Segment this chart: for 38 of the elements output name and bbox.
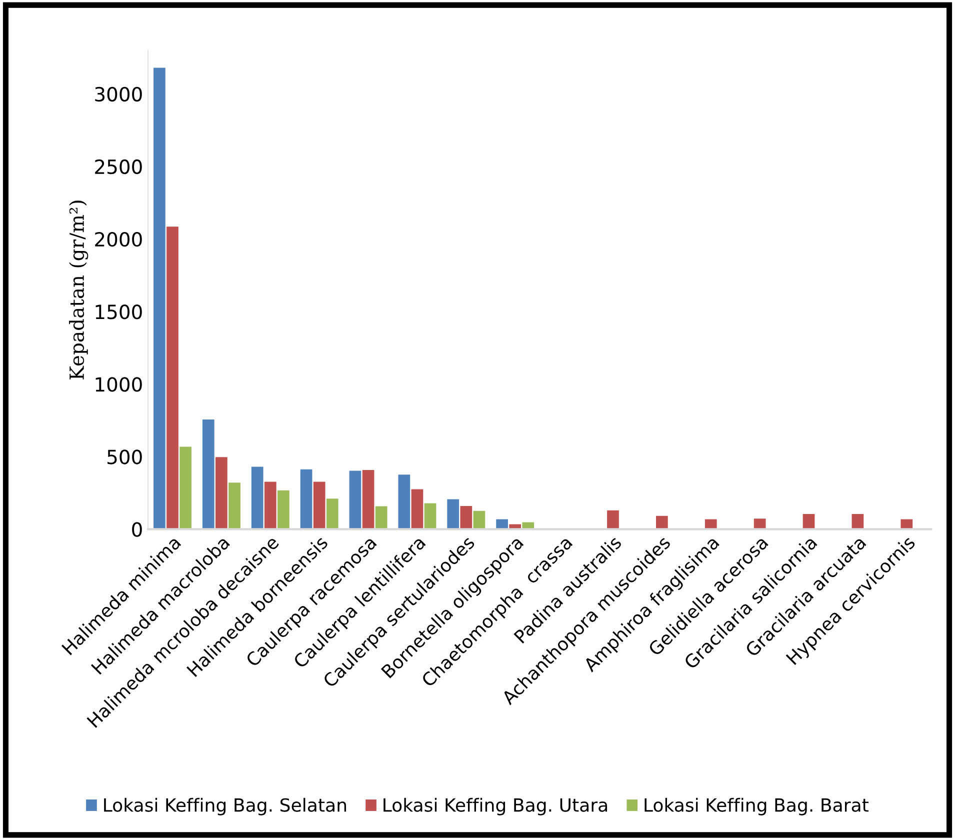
legend-label: Lokasi Keffing Bag. Selatan <box>104 798 346 816</box>
bar <box>216 457 228 530</box>
bar <box>460 506 472 530</box>
bar <box>375 506 388 530</box>
bar <box>313 482 326 530</box>
bar <box>228 482 240 530</box>
y-axis-title: Kepadatan (gr/m²) <box>69 200 88 380</box>
bar <box>447 499 460 530</box>
bar <box>362 470 374 530</box>
bar <box>496 519 508 530</box>
bar <box>251 466 264 530</box>
bar <box>264 482 276 530</box>
bar <box>278 490 290 530</box>
bar <box>424 503 436 530</box>
bar <box>900 519 913 530</box>
y-tick-label: 1500 <box>96 304 142 320</box>
bar <box>704 519 717 530</box>
bar <box>754 518 766 530</box>
bar <box>411 489 424 530</box>
legend-label: Lokasi Keffing Bag. Barat <box>644 798 868 816</box>
y-tick-label: 3000 <box>95 86 142 102</box>
bar <box>300 469 312 530</box>
bar <box>349 470 362 530</box>
bar <box>202 420 214 530</box>
bar <box>180 446 192 530</box>
bar <box>166 226 178 530</box>
bar <box>607 510 619 530</box>
y-tick-label: 0 <box>132 522 142 537</box>
bar <box>154 68 166 530</box>
bar <box>473 510 486 530</box>
legend-label: Lokasi Keffing Bag. Utara <box>384 798 608 816</box>
y-tick-label: 2000 <box>95 232 142 247</box>
y-tick-label: 1000 <box>96 377 142 392</box>
y-tick-label: 2500 <box>95 159 142 174</box>
bar <box>398 474 410 530</box>
bar <box>656 516 668 530</box>
y-tick-label: 500 <box>108 450 142 464</box>
bar <box>326 498 338 530</box>
